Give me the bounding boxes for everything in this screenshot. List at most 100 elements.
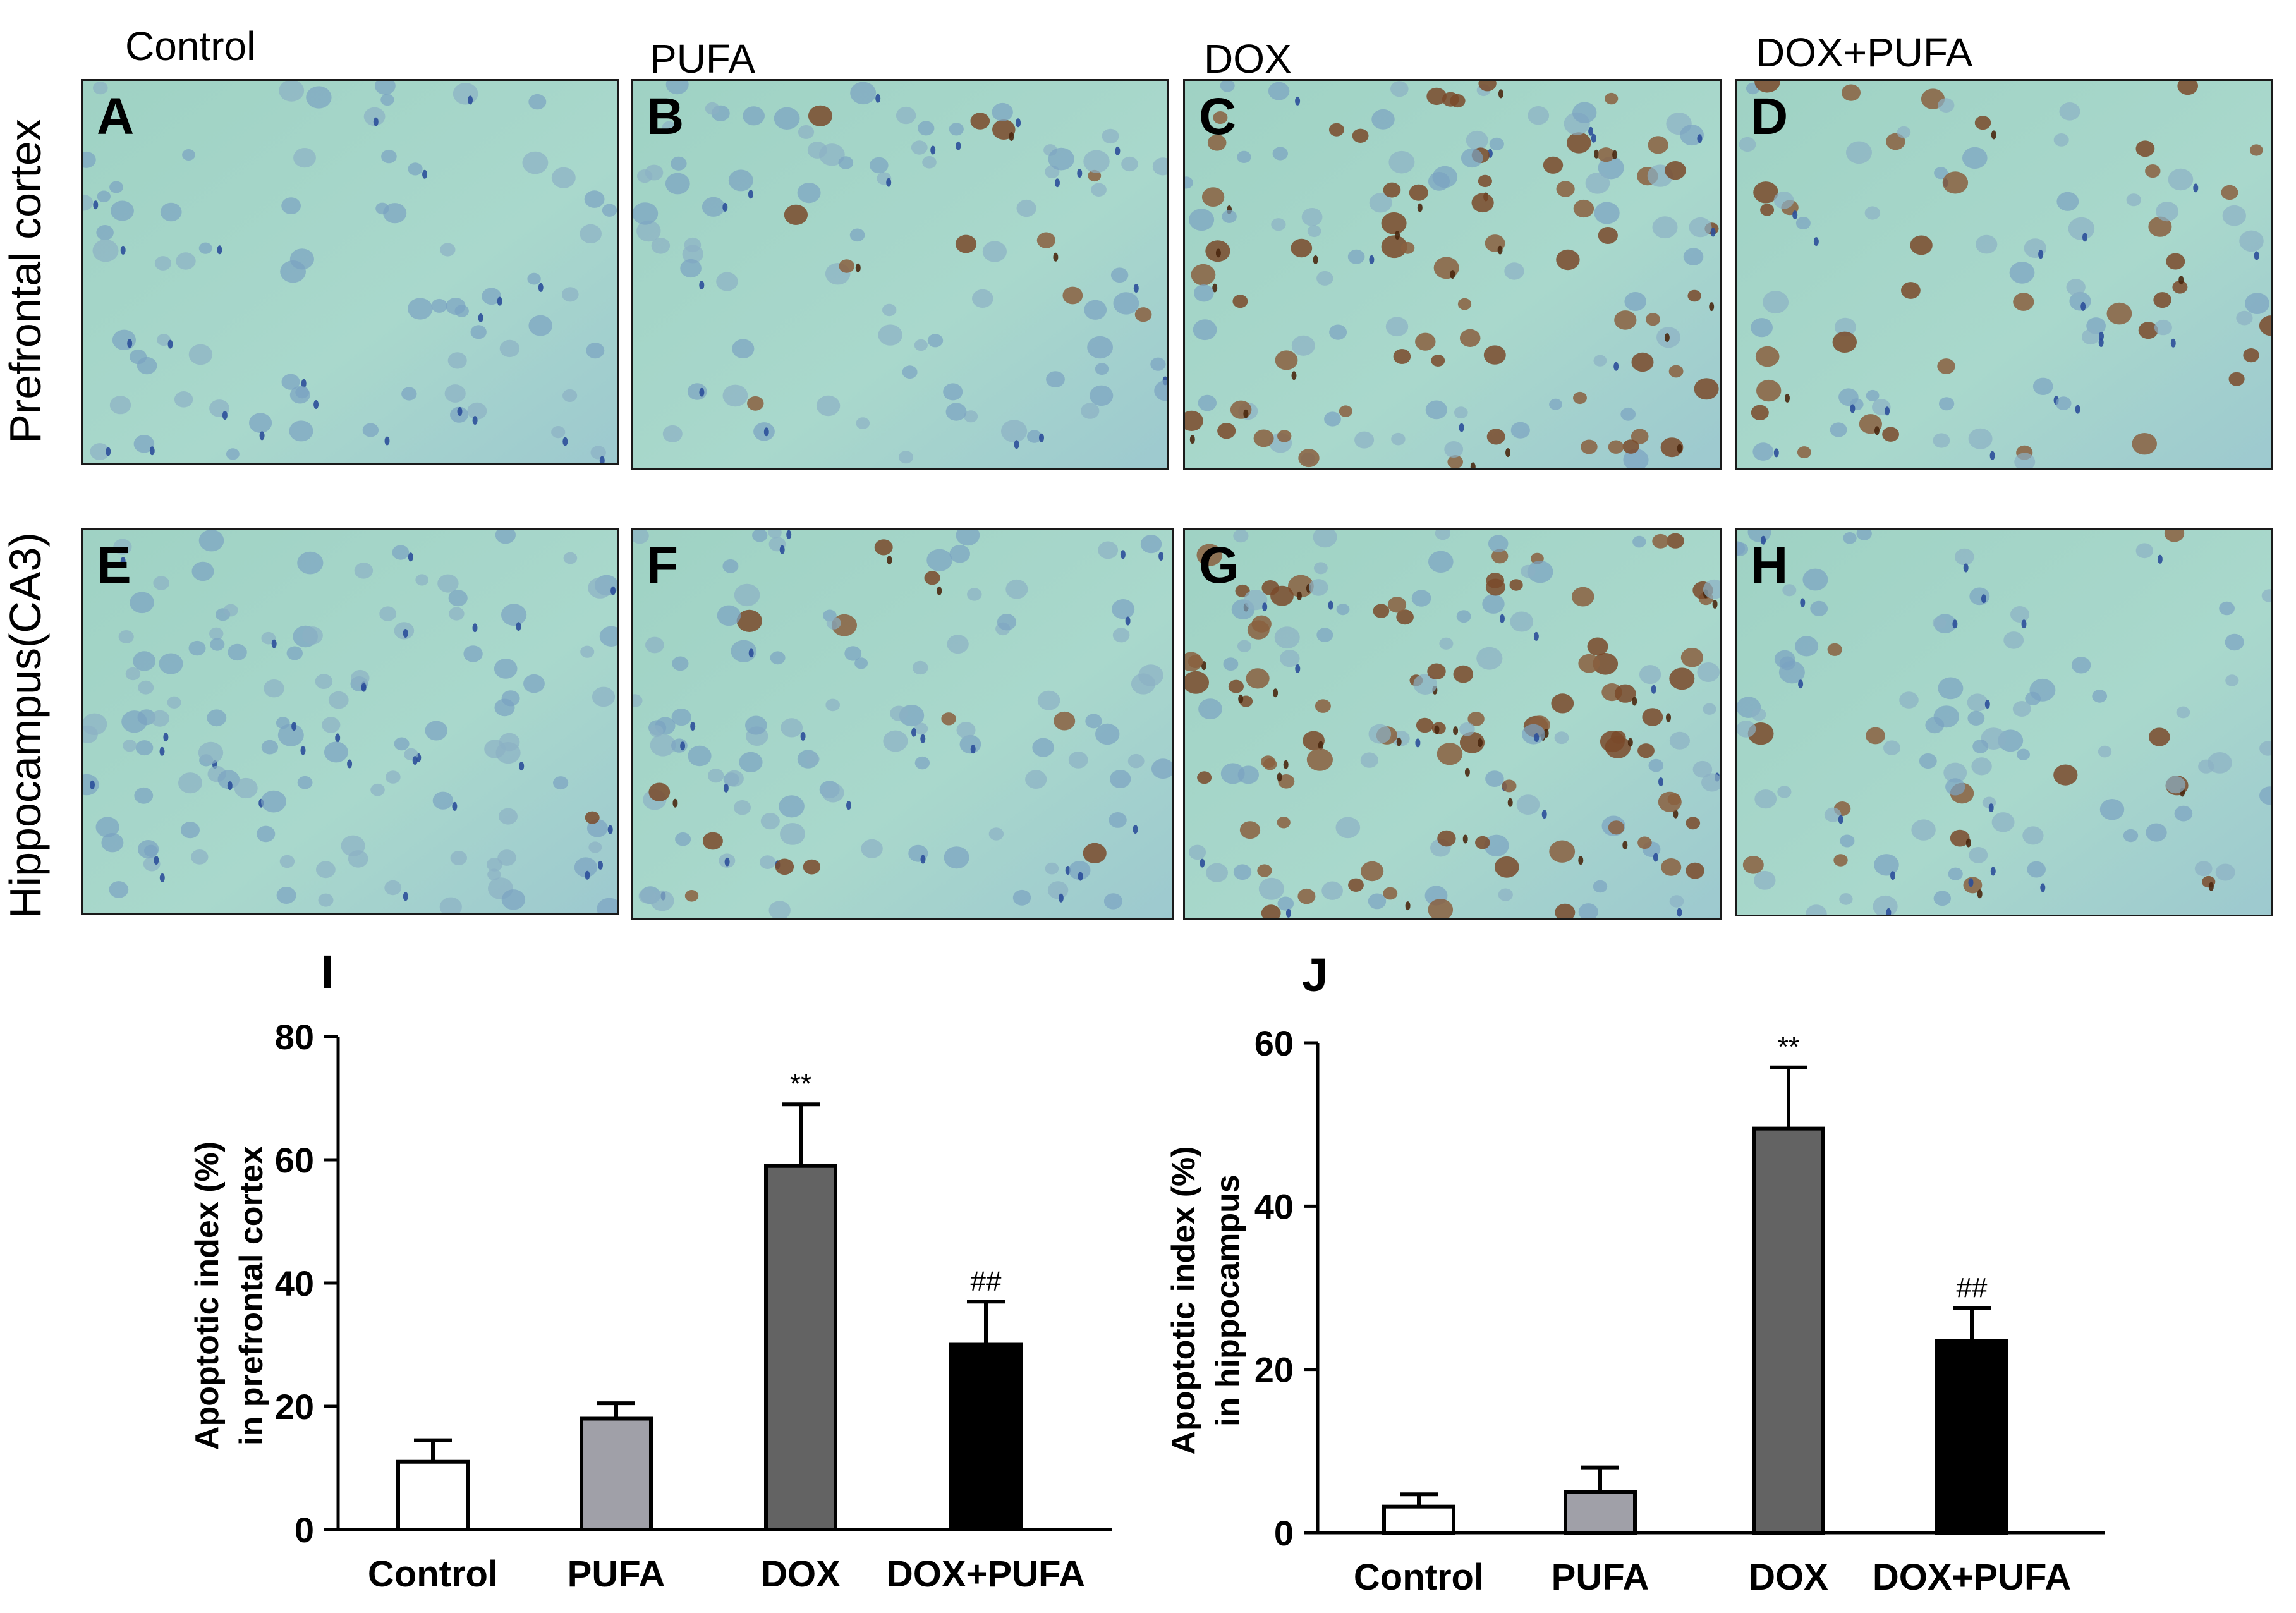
cell-nucleus <box>941 712 956 726</box>
cell-nucleus <box>2193 183 2199 193</box>
cell-nucleus <box>198 242 212 254</box>
cell-nucleus <box>341 835 365 856</box>
cell-nucleus <box>1651 685 1656 694</box>
cell-nucleus <box>956 722 976 739</box>
cell-nucleus <box>780 823 805 845</box>
cell-nucleus <box>1709 302 1715 312</box>
cell-nucleus <box>1352 128 1369 143</box>
cell-nucleus <box>450 851 467 865</box>
cell-nucleus <box>705 102 720 115</box>
cell-nucleus <box>914 756 930 770</box>
cell-nucleus <box>651 238 671 254</box>
cell-nucleus <box>1078 872 1083 881</box>
cell-nucleus <box>1667 533 1684 549</box>
cell-nucleus <box>1068 752 1088 769</box>
cell-nucleus <box>1062 286 1083 305</box>
cell-nucleus <box>1113 292 1139 315</box>
cell-nucleus <box>838 156 854 169</box>
cell-nucleus <box>160 202 182 222</box>
cell-nucleus <box>1593 880 1608 893</box>
cell-nucleus <box>1760 204 1775 216</box>
cell-nucleus <box>1838 815 1843 824</box>
micrograph-image <box>1737 81 2271 468</box>
cell-nucleus <box>598 860 603 870</box>
cell-nucleus <box>1396 737 1402 746</box>
cell-nucleus <box>748 190 753 199</box>
cell-nucleus <box>2148 216 2172 237</box>
cell-nucleus <box>1125 616 1131 626</box>
cell-nucleus <box>855 263 861 272</box>
cell-nucleus <box>1573 391 1587 405</box>
cell-nucleus <box>1095 363 1109 375</box>
cell-nucleus <box>318 893 334 907</box>
cell-nucleus <box>607 825 613 834</box>
cell-nucleus <box>1434 725 1440 734</box>
cell-nucleus <box>1077 169 1083 178</box>
cell-nucleus <box>1275 350 1298 370</box>
cell-nucleus <box>1483 345 1506 365</box>
cell-nucleus <box>672 656 689 671</box>
cell-nucleus <box>109 881 129 898</box>
cell-nucleus <box>1393 349 1411 364</box>
cell-nucleus <box>313 400 319 409</box>
category-label: DOX <box>1749 1557 1828 1598</box>
cell-nucleus <box>1737 541 1746 556</box>
y-tick-label: 40 <box>1254 1186 1294 1226</box>
cell-nucleus <box>1669 895 1684 908</box>
cell-nucleus <box>1939 397 1955 411</box>
cell-nucleus <box>2132 433 2157 455</box>
cell-nucleus <box>279 855 295 868</box>
cell-nucleus <box>1222 210 1237 223</box>
cell-nucleus <box>1613 362 1619 371</box>
category-label: PUFA <box>568 1554 665 1595</box>
cell-nucleus <box>361 683 367 692</box>
cell-nucleus <box>797 183 821 204</box>
cell-nucleus <box>1608 820 1625 835</box>
cell-nucleus <box>1489 137 1504 150</box>
cell-nucleus <box>1395 231 1400 240</box>
cell-nucleus <box>83 713 107 735</box>
cell-nucleus <box>1798 679 1804 689</box>
cell-nucleus <box>1336 604 1350 616</box>
cell-nucleus <box>519 762 525 771</box>
cell-nucleus <box>1387 597 1407 613</box>
cell-nucleus <box>1083 150 1110 173</box>
chart-letter-j: J <box>1302 949 1328 1001</box>
cell-nucleus <box>807 142 827 159</box>
cell-nucleus <box>1661 858 1682 876</box>
cell-nucleus <box>1981 594 1986 604</box>
cell-nucleus <box>277 724 304 746</box>
cell-nucleus <box>861 839 883 858</box>
cell-nucleus <box>1277 896 1294 911</box>
cell-nucleus <box>2029 678 2056 702</box>
cell-nucleus <box>1751 318 1773 338</box>
cell-nucleus <box>1361 861 1384 882</box>
cell-nucleus <box>1263 758 1277 770</box>
cell-nucleus <box>2225 633 2244 651</box>
cell-nucleus <box>882 303 897 317</box>
cell-nucleus <box>844 646 862 661</box>
cell-nucleus <box>280 260 306 283</box>
cell-nucleus <box>1622 439 1639 454</box>
cell-nucleus <box>2013 293 2034 311</box>
cell-nucleus <box>1306 748 1333 771</box>
cell-nucleus <box>1261 904 1281 918</box>
cell-nucleus <box>1187 655 1203 668</box>
cell-nucleus <box>408 552 413 562</box>
cell-nucleus <box>638 888 657 904</box>
category-label: Control <box>368 1554 498 1595</box>
cell-nucleus <box>2165 776 2186 794</box>
cell-nucleus <box>1864 206 1881 220</box>
cell-nucleus <box>198 741 224 764</box>
cell-nucleus <box>1120 550 1126 559</box>
cell-nucleus <box>2075 405 2080 414</box>
cell-nucleus <box>1839 893 1853 905</box>
cell-nucleus <box>2053 764 2078 786</box>
cell-nucleus <box>1897 126 1911 138</box>
cell-nucleus <box>412 756 418 765</box>
cell-nucleus <box>717 605 741 626</box>
cell-nucleus <box>1428 551 1454 573</box>
cell-nucleus <box>1220 81 1235 92</box>
cell-nucleus <box>1810 600 1828 616</box>
cell-nucleus <box>1666 713 1671 722</box>
